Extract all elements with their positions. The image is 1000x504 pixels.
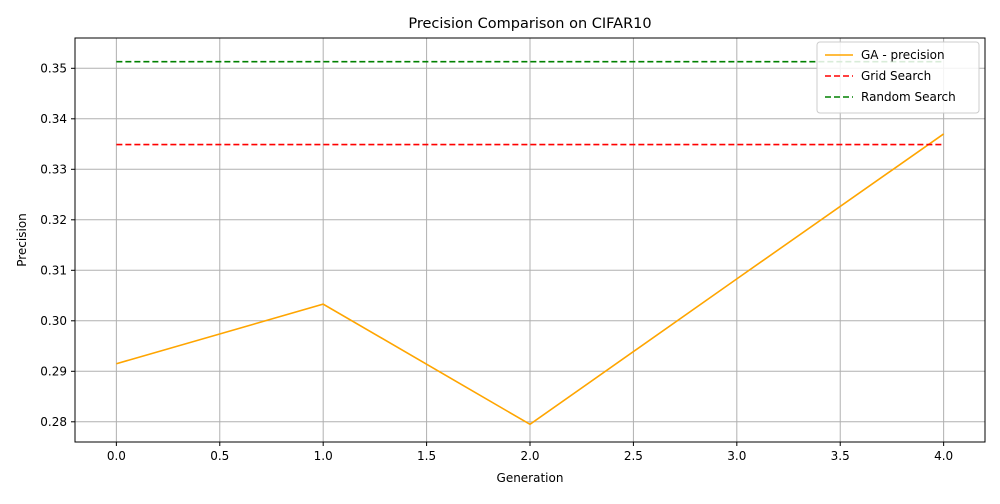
y-tick-label: 0.28: [40, 415, 67, 429]
y-axis-ticks: 0.28 0.29 0.30 0.31 0.32 0.33 0.34 0.35: [40, 61, 75, 429]
legend-label-3: Random Search: [861, 90, 956, 104]
y-tick-label: 0.34: [40, 112, 67, 126]
series-line-1: [116, 133, 945, 426]
y-tick-label: 0.29: [40, 364, 67, 378]
x-tick-label: 1.0: [314, 449, 333, 463]
x-tick-label: 4.0: [934, 449, 953, 463]
x-axis-ticks: 0.0 0.5 1.0 1.5 2.0 2.5 3.0 3.5 4.0: [107, 442, 953, 463]
x-tick-label: 3.5: [831, 449, 850, 463]
legend: GA - precision Grid Search Random Search: [816, 41, 980, 114]
y-axis-label: Precision: [15, 213, 29, 267]
y-tick-label: 0.35: [40, 61, 67, 75]
x-tick-label: 0.0: [107, 449, 126, 463]
y-tick-label: 0.32: [40, 213, 67, 227]
legend-box: [816, 41, 980, 114]
x-tick-label: 0.5: [210, 449, 229, 463]
series-lines: [116, 60, 945, 426]
y-tick-label: 0.33: [40, 162, 67, 176]
chart-title: Precision Comparison on CIFAR10: [408, 16, 651, 32]
x-axis-label: Generation: [497, 471, 564, 485]
x-tick-label: 3.0: [727, 449, 746, 463]
x-tick-label: 2.0: [520, 449, 539, 463]
x-tick-label: 1.5: [417, 449, 436, 463]
y-tick-label: 0.31: [40, 263, 67, 277]
x-tick-label: 2.5: [624, 449, 643, 463]
legend-label-1: GA - precision: [861, 48, 945, 62]
legend-label-2: Grid Search: [861, 69, 931, 83]
y-tick-label: 0.30: [40, 314, 67, 328]
